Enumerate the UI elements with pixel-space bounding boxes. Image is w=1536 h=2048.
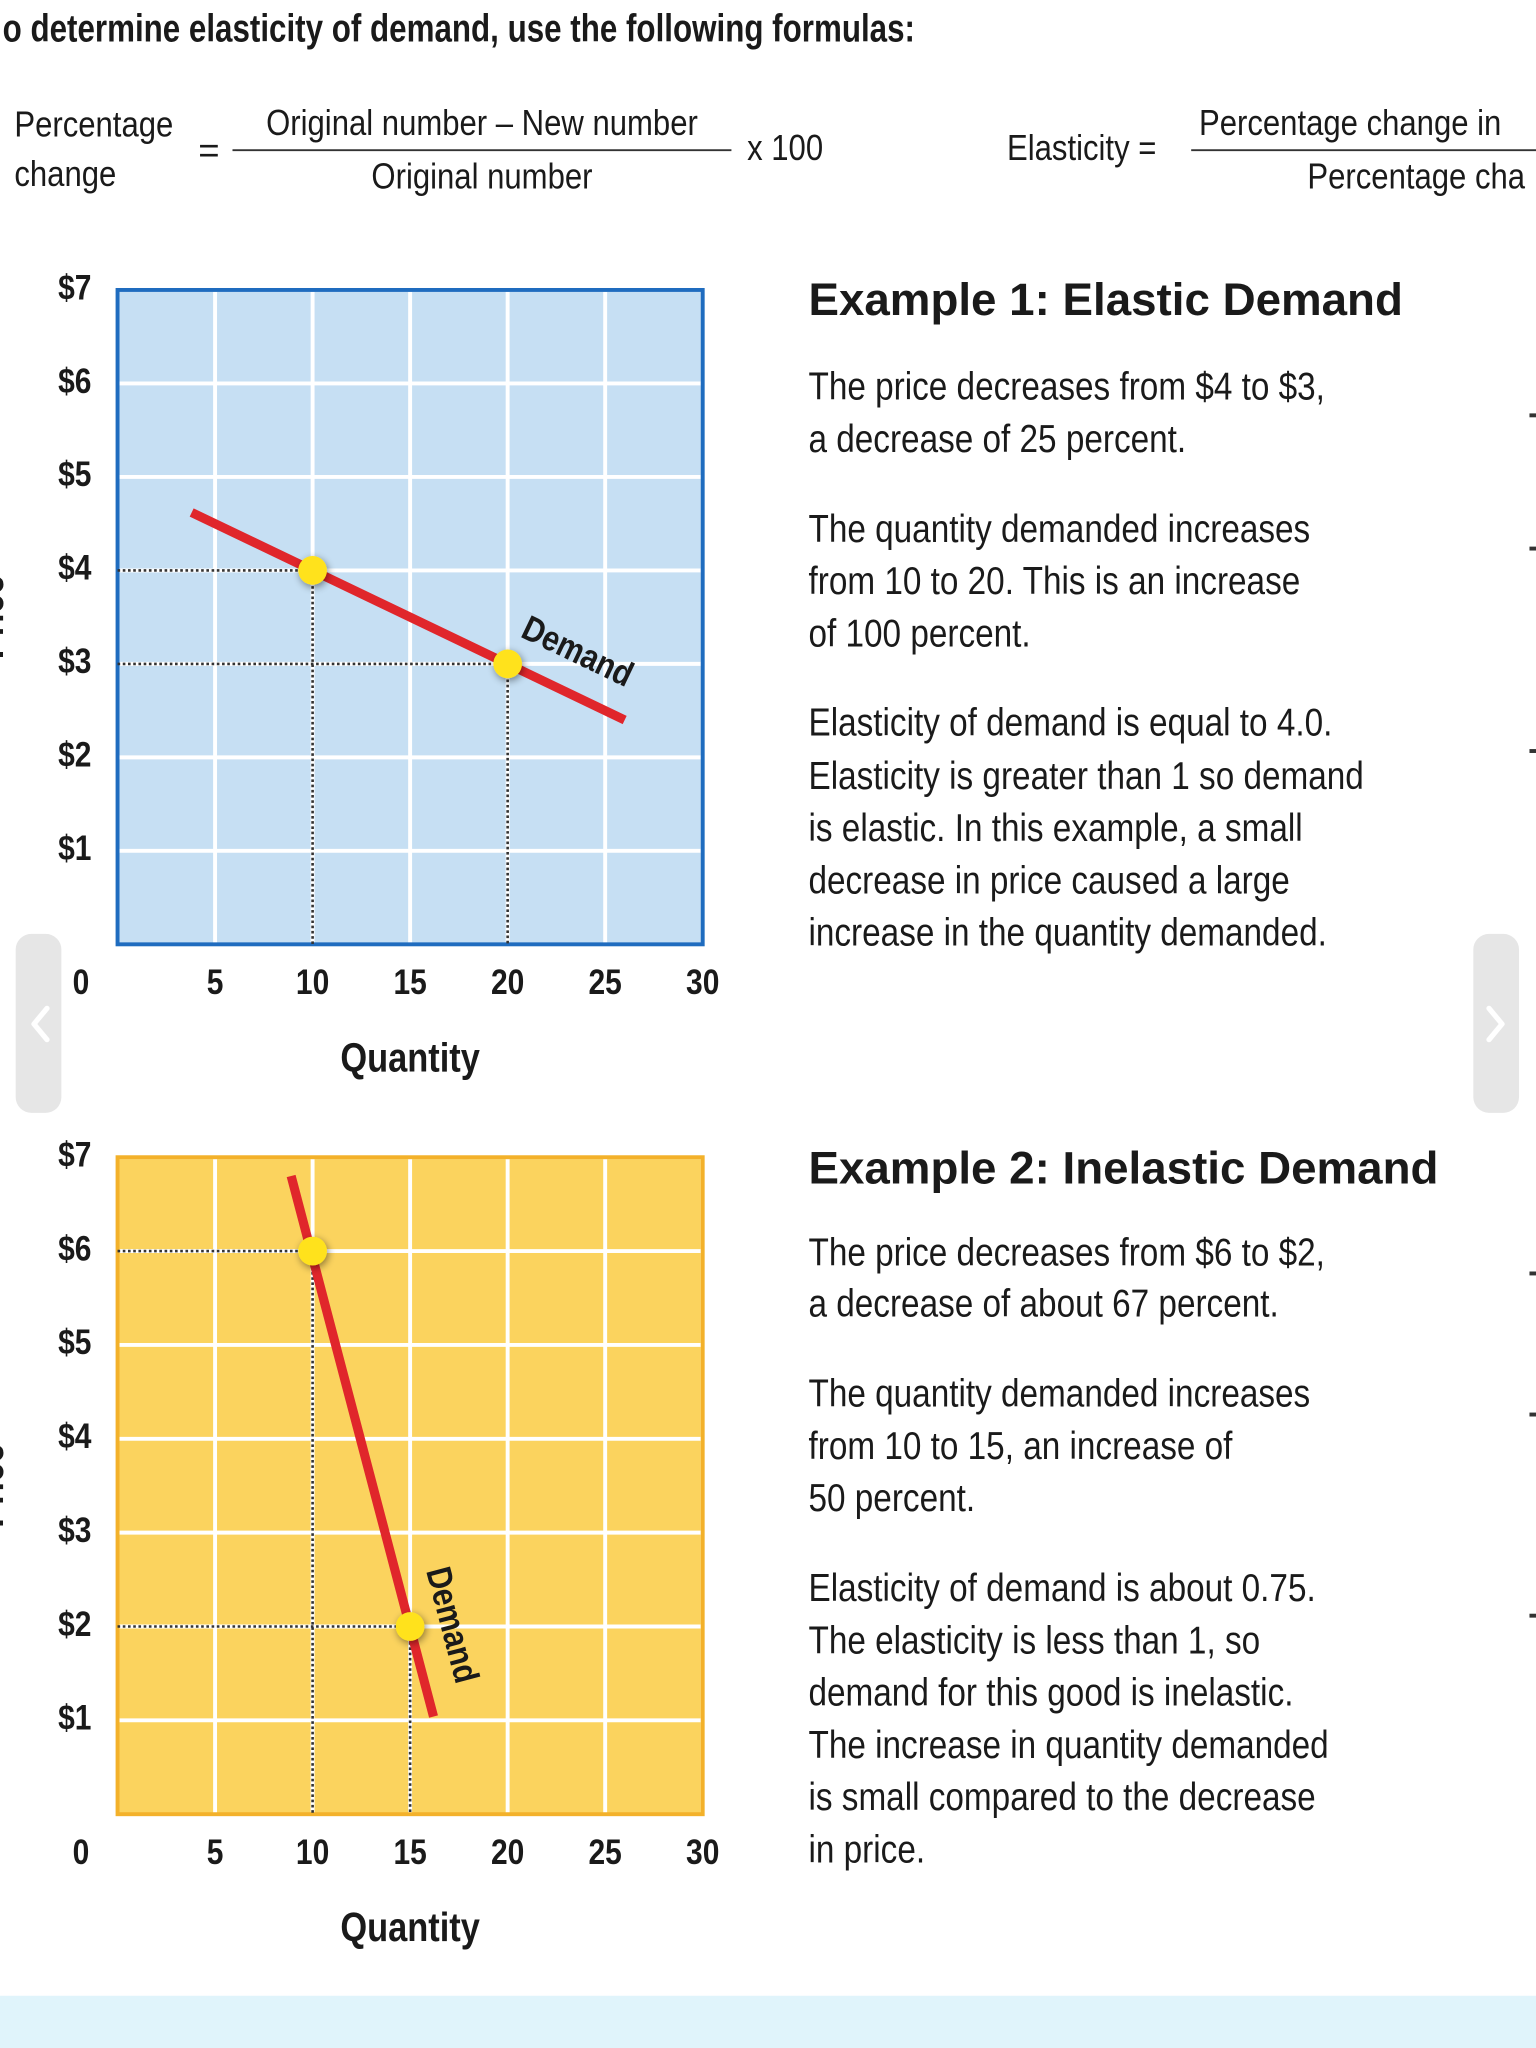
example-text: The price decreases from $6 to $2, xyxy=(808,1230,1324,1274)
formula-label: change xyxy=(14,154,116,195)
y-axis-label: Price xyxy=(0,1444,11,1528)
example-text: The elasticity is less than 1, so xyxy=(808,1618,1260,1662)
example-text: is small compared to the decrease xyxy=(808,1775,1315,1819)
formula-label: Percentage xyxy=(14,104,173,145)
edge-marks xyxy=(1529,413,1536,1618)
y-tick-label: $2 xyxy=(58,734,91,774)
formula-multiplier: x 100 xyxy=(747,128,823,169)
example-text: The price decreases from $4 to $3, xyxy=(808,364,1324,408)
example-title: Example 2: Inelastic Demand xyxy=(808,1143,1438,1194)
y-tick-label: $3 xyxy=(58,1510,91,1550)
demand-line xyxy=(189,508,627,725)
bottom-band xyxy=(0,1995,1536,2048)
x-axis-label: Quantity xyxy=(340,1905,480,1950)
example-text: The quantity demanded increases xyxy=(808,506,1310,550)
page-title: o determine elasticity of demand, use th… xyxy=(3,6,915,50)
x-tick-label: 5 xyxy=(207,962,224,1002)
x-tick-label: 5 xyxy=(207,1832,224,1872)
example-text: is elastic. In this example, a small xyxy=(808,805,1302,849)
content: o determine elasticity of demand, use th… xyxy=(0,6,1525,1949)
y-axis-label: Price xyxy=(0,575,11,659)
x-tick-label: 20 xyxy=(491,1832,524,1872)
x-axis-label: Quantity xyxy=(340,1035,480,1080)
example-text: of 100 percent. xyxy=(808,611,1030,655)
data-point xyxy=(493,649,523,679)
example-text: in price. xyxy=(808,1827,925,1871)
example-text: decrease in price caused a large xyxy=(808,858,1289,902)
formula-label: Elasticity = xyxy=(1007,128,1156,169)
x-tick-label: 25 xyxy=(588,962,621,1002)
x-tick-label: 10 xyxy=(296,962,329,1002)
y-tick-label: $2 xyxy=(58,1603,91,1643)
formula-numerator: Percentage change in xyxy=(1199,103,1501,144)
plot-border xyxy=(115,1155,705,1817)
y-tick-label: $6 xyxy=(58,360,91,400)
y-tick-label: $6 xyxy=(58,1228,91,1268)
y-tick-label: $7 xyxy=(58,267,91,307)
plot-border xyxy=(115,288,705,947)
example-text: Elasticity is greater than 1 so demand xyxy=(808,753,1363,797)
example-text: Elasticity of demand is equal to 4.0. xyxy=(808,700,1332,744)
data-point xyxy=(298,1236,327,1266)
x-tick-label: 30 xyxy=(686,1832,719,1872)
y-tick-label: $7 xyxy=(58,1134,91,1174)
y-tick-label: $5 xyxy=(58,454,91,494)
formula-denominator: Percentage cha xyxy=(1307,156,1525,197)
next-button[interactable] xyxy=(1473,933,1520,1113)
example-text: from 10 to 20. This is an increase xyxy=(808,559,1300,603)
x-tick-label: 30 xyxy=(686,962,719,1002)
y-tick-label: $4 xyxy=(58,1416,92,1456)
y-tick-label: $4 xyxy=(58,547,92,587)
x-tick-label: 10 xyxy=(296,1832,329,1872)
example-text: increase in the quantity demanded. xyxy=(808,910,1326,954)
y-tick-label: $1 xyxy=(58,1697,91,1737)
x-tick-label: 15 xyxy=(393,1832,426,1872)
x-tick-label: 0 xyxy=(73,1832,90,1872)
y-tick-label: $3 xyxy=(58,641,91,681)
example-text: demand for this good is inelastic. xyxy=(808,1670,1293,1714)
x-tick-label: 20 xyxy=(491,962,524,1002)
formula-denominator: Original number xyxy=(371,156,592,197)
x-tick-label: 0 xyxy=(73,962,90,1002)
example-text: a decrease of 25 percent. xyxy=(808,416,1186,460)
data-point xyxy=(395,1612,425,1641)
example-text: a decrease of about 67 percent. xyxy=(808,1281,1278,1325)
formula-numerator: Original number – New number xyxy=(266,103,698,144)
example-title: Example 1: Elastic Demand xyxy=(808,274,1402,325)
example-text: The quantity demanded increases xyxy=(808,1371,1310,1415)
data-point xyxy=(298,556,327,585)
y-tick-label: $1 xyxy=(58,828,91,868)
example-text: from 10 to 15, an increase of xyxy=(808,1423,1233,1467)
x-tick-label: 15 xyxy=(393,962,426,1002)
example-text: 50 percent. xyxy=(808,1476,975,1520)
y-tick-label: $5 xyxy=(58,1322,91,1362)
example-text: The increase in quantity demanded xyxy=(808,1722,1328,1766)
example-text: Elasticity of demand is about 0.75. xyxy=(808,1566,1315,1610)
x-tick-label: 25 xyxy=(588,1832,621,1872)
prev-button[interactable] xyxy=(15,933,62,1113)
formula-equals: = xyxy=(198,129,219,170)
